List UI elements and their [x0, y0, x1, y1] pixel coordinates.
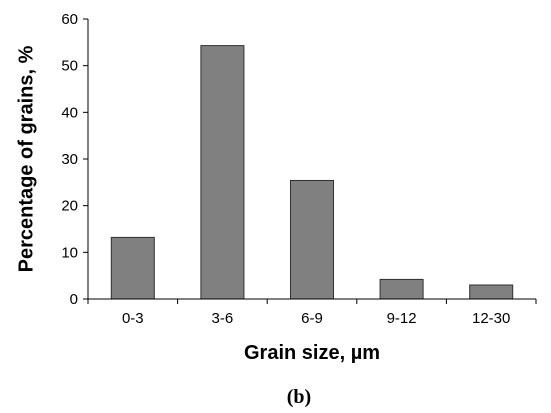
- y-tick-label: 60: [61, 11, 78, 28]
- bar-6-9: [289, 179, 335, 300]
- bars: [110, 45, 514, 300]
- bar-12-30: [469, 284, 514, 300]
- y-tick-label: 30: [61, 151, 78, 168]
- y-tick-label: 20: [61, 198, 78, 215]
- bar-9-12: [379, 278, 424, 300]
- x-axis-ticks: 0-3 3-6 6-9 9-12 12-30: [87, 299, 537, 327]
- y-tick-label: 10: [61, 244, 78, 261]
- x-tick-label: 12-30: [472, 310, 510, 327]
- x-axis-title: Grain size, µm: [244, 342, 380, 364]
- x-tick-label: 9-12: [387, 310, 417, 327]
- panel-label: (b): [287, 386, 311, 408]
- x-tick-label: 0-3: [122, 310, 144, 327]
- bar-3-6: [200, 45, 245, 300]
- bar-0-3: [110, 236, 155, 300]
- y-axis-ticks: 0 10 20 30 40 50 60: [61, 11, 88, 308]
- y-tick-label: 40: [61, 104, 78, 121]
- x-tick-label: 6-9: [301, 310, 323, 327]
- y-axis-title: Percentage of grains, %: [15, 45, 37, 272]
- x-tick-label: 3-6: [212, 310, 234, 327]
- y-tick-label: 50: [61, 58, 78, 75]
- y-tick-label: 0: [70, 291, 78, 308]
